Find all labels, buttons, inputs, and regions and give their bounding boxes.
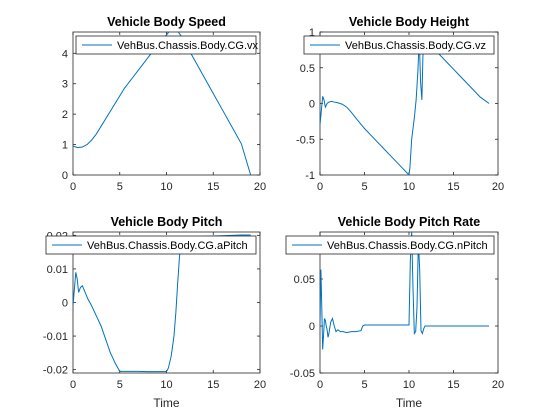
x-tick-label: 10 [160,181,172,193]
legend-entry: VehBus.Chassis.Body.CG.aPitch [87,240,248,252]
chart-title: Vehicle Body Pitch Rate [338,215,480,229]
legend-box [75,35,257,55]
x-tick-label: 5 [361,379,367,391]
axes-box [72,31,261,176]
y-tick-label: -0.02 [43,365,68,377]
x-tick-label: 20 [492,379,504,391]
legend-entry: VehBus.Chassis.Body.CG.nPitch [327,240,488,252]
y-tick-label: 3 [62,79,68,91]
y-tick-label: -0.01 [43,331,68,343]
x-tick-label: 15 [207,181,219,193]
x-axis-label: Time [153,396,180,410]
legend: VehBus.Chassis.Body.CG.aPitch [45,235,257,255]
axes-box [72,231,261,374]
x-tick-label: 10 [403,379,415,391]
x-tick-label: 15 [207,379,219,391]
legend: VehBus.Chassis.Body.CG.vx [75,35,259,55]
legend-box [285,235,495,255]
x-tick-label: 5 [117,181,123,193]
x-tick-label: 5 [117,379,123,391]
series-line-1 [320,232,490,350]
y-tick-label: 0 [309,321,315,333]
legend-entry: VehBus.Chassis.Body.CG.vx [117,40,259,52]
x-tick-label: 15 [447,379,459,391]
y-tick-label: -0.5 [296,134,315,146]
x-tick-label: 0 [70,379,76,391]
y-tick-label: 1 [62,140,68,152]
legend: VehBus.Chassis.Body.CG.vz [303,35,495,55]
x-tick-label: 0 [70,181,76,193]
legend: VehBus.Chassis.Body.CG.nPitch [285,235,495,255]
y-tick-label: 1 [309,27,315,39]
x-tick-label: 0 [317,379,323,391]
chart-title: Vehicle Body Height [349,15,470,29]
legend-box [45,235,257,255]
y-tick-label: 0.01 [47,264,68,276]
y-tick-label: 0.5 [300,63,315,75]
x-tick-label: 0 [317,181,323,193]
chart-title: Vehicle Body Speed [107,15,226,29]
x-tick-label: 10 [160,379,172,391]
x-tick-label: 20 [492,181,504,193]
y-tick-label: -0.05 [290,368,315,380]
subplot-1: 0 5 10 15 20 0 1 2 3 4 Vehicle Body Speed VehBus.Ch… [62,15,266,193]
x-tick-label: 15 [447,181,459,193]
y-tick-label: 0 [62,170,68,182]
x-tick-label: 20 [254,379,266,391]
series-line-1 [73,32,252,175]
legend-box [303,35,495,55]
y-tick-label: 0 [62,298,68,310]
subplot-2: 0 5 10 15 20 -1 -0.5 0 0.5 1 Vehicle Body Height Ve… [296,15,504,193]
chart-title: Vehicle Body Pitch [111,215,223,229]
y-tick-label: 0 [309,99,315,111]
axes-box [319,31,499,176]
x-tick-label: 20 [254,181,266,193]
y-tick-label: 2 [62,109,68,121]
x-axis-label: Time [396,396,423,410]
x-tick-label: 5 [361,181,367,193]
y-tick-label: 0.05 [294,274,315,286]
x-tick-label: 10 [403,181,415,193]
legend-entry: VehBus.Chassis.Body.CG.vz [345,40,486,52]
y-tick-label: 4 [62,48,68,60]
y-tick-label: -1 [305,170,315,182]
